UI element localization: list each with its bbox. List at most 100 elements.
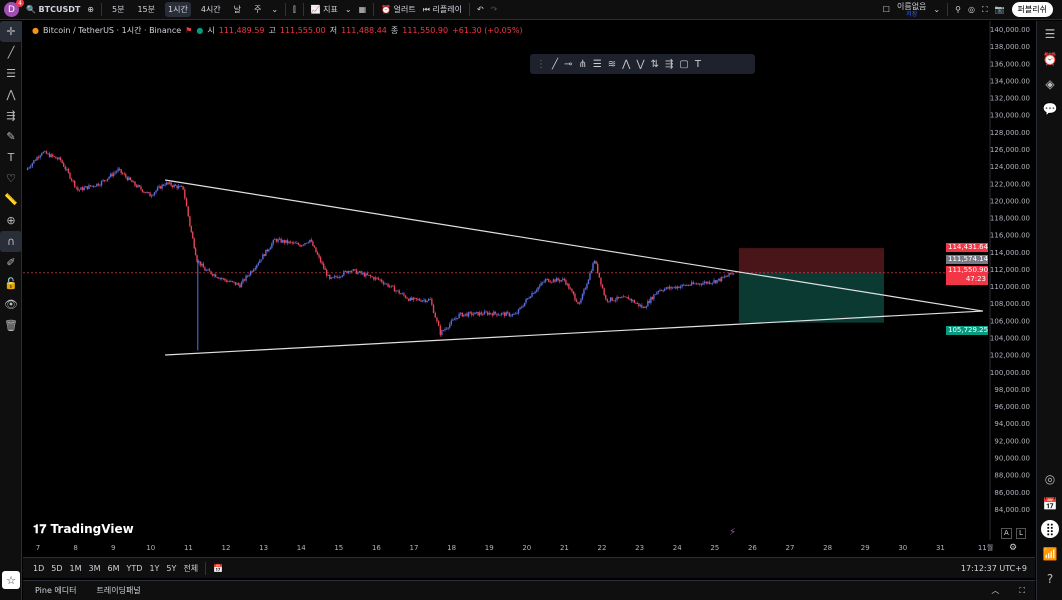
auto-scale-button[interactable]: A [1001, 528, 1012, 539]
camera-icon[interactable]: 📷 [994, 5, 1005, 14]
divider [302, 3, 304, 16]
layout-name[interactable]: 이름없음 저장 [896, 1, 927, 18]
rectangle-icon[interactable]: ▢ [679, 58, 689, 70]
range-all[interactable]: 전체 [183, 563, 199, 573]
interval-day[interactable]: 날 [233, 5, 241, 14]
range-ytd[interactable]: YTD [126, 563, 143, 573]
axis-settings-icon[interactable]: ⚙ [1009, 543, 1018, 553]
help-icon[interactable]: ? [1046, 571, 1054, 586]
interval-15m[interactable]: 15분 [137, 5, 155, 14]
candle [703, 281, 706, 284]
pitchfork-icon[interactable]: ⋔ [578, 58, 587, 70]
drag-handle-icon[interactable]: ⋮ [536, 58, 546, 70]
redo-icon[interactable]: ↷ [490, 5, 498, 14]
layout-icon[interactable]: ☐ [882, 5, 890, 14]
quick-search-icon[interactable]: ⚲ [955, 5, 961, 14]
candle [586, 284, 588, 289]
apps-grid-icon[interactable]: ⣿ [1037, 516, 1062, 541]
symbol-title[interactable]: Bitcoin / TetherUS · 1시간 · Binance [42, 26, 182, 35]
magnet-icon[interactable]: ∩ [0, 231, 22, 252]
trendline-icon[interactable]: ╱ [552, 58, 559, 70]
range-5y[interactable]: 5Y [166, 563, 177, 573]
range-1m[interactable]: 1M [69, 563, 82, 573]
alerts-button[interactable]: ⏰ 얼러트 [381, 5, 416, 14]
candle [69, 172, 71, 179]
crosshair-icon[interactable]: ✛ [0, 21, 22, 42]
tab-trading-panel[interactable]: 트레이딩패널 [96, 586, 141, 595]
gann-icon[interactable]: ≋ [607, 58, 617, 70]
log-scale-button[interactable]: L [1016, 528, 1026, 539]
candle [340, 276, 342, 278]
indicators-button[interactable]: 📈 지표 [310, 5, 338, 14]
object-tree-icon[interactable]: ◈ [1045, 76, 1055, 91]
maximize-panel-icon[interactable]: ⛶ [1019, 585, 1025, 595]
chat-icon[interactable]: 💬 [1042, 101, 1058, 116]
flag-icon[interactable]: ⚑ [185, 26, 193, 35]
fib-icon[interactable]: ☰ [592, 58, 602, 70]
elliott-icon[interactable]: ⋁ [636, 58, 645, 70]
interval-5m[interactable]: 5분 [112, 5, 125, 14]
lock-icon[interactable]: 🔓 [4, 277, 18, 290]
interval-4h[interactable]: 4시간 [200, 5, 221, 14]
forecast-icon[interactable]: ⇶ [664, 58, 674, 70]
projection-icon[interactable]: ⇶ [6, 109, 16, 122]
lightning-icon[interactable]: ⚡ [729, 527, 737, 538]
candle [78, 189, 81, 191]
range-1y[interactable]: 1Y [149, 563, 160, 573]
trash-icon[interactable]: 🗑 [4, 319, 18, 332]
tab-pine-editor[interactable]: Pine 에디터 [35, 586, 77, 595]
settings-icon[interactable]: ◎ [967, 5, 975, 14]
range-6m[interactable]: 6M [107, 563, 120, 573]
favorites-icon[interactable]: ☆ [2, 571, 20, 589]
chevron-down-icon[interactable]: ⌄ [933, 5, 941, 14]
candle [500, 313, 503, 315]
interval-1h[interactable]: 1시간 [165, 2, 191, 17]
eye-icon[interactable]: 👁 [4, 298, 18, 311]
range-1d[interactable]: 1D [33, 563, 45, 573]
text-icon[interactable]: T [694, 58, 701, 70]
clock[interactable]: 17:12:37 UTC+9 [960, 563, 1027, 573]
candle [575, 299, 578, 302]
calendar-icon[interactable]: 📅 [1042, 496, 1058, 511]
undo-icon[interactable]: ↶ [476, 5, 484, 14]
signal-icon[interactable]: 📶 [1042, 546, 1058, 561]
replay-button[interactable]: ⏮ 리플레이 [422, 5, 462, 14]
collapse-panel-icon[interactable]: ︿ [991, 586, 1000, 595]
candle [352, 269, 354, 271]
publish-button[interactable]: 퍼블리쉬 [1011, 2, 1053, 17]
ray-icon[interactable]: ⊸ [564, 58, 573, 70]
lock-drawing-icon[interactable]: ✐ [6, 256, 16, 269]
chart-canvas[interactable]: 140,000.00 138,000.00 136,000.00 134,000.00… [23, 21, 1035, 556]
chevron-down-icon[interactable]: ⌄ [271, 5, 279, 14]
symbol-search[interactable]: 🔍 BTCUSDT [26, 5, 81, 14]
goto-date-icon[interactable]: 📅 [213, 563, 224, 573]
trendline-icon[interactable]: ╱ [7, 46, 15, 59]
chevron-down-icon[interactable]: ⌄ [344, 5, 352, 14]
templates-icon[interactable]: ▦ [358, 5, 367, 14]
candle-type-icon[interactable]: ⫿ [293, 4, 296, 14]
ruler-icon[interactable]: 📏 [4, 193, 18, 206]
candle [692, 282, 695, 284]
interval-week[interactable]: 주 [254, 5, 262, 14]
add-symbol-icon[interactable]: ⊕ [87, 5, 94, 14]
candle [662, 290, 664, 292]
heart-icon[interactable]: ♡ [6, 172, 16, 185]
fib-icon[interactable]: ☰ [6, 67, 16, 80]
candle [94, 186, 96, 188]
range-3m[interactable]: 3M [88, 563, 101, 573]
candle [659, 290, 661, 291]
pattern-icon[interactable]: ⋀ [6, 88, 16, 101]
text-icon[interactable]: T [7, 151, 15, 164]
fullscreen-icon[interactable]: ⛶ [981, 4, 988, 14]
long-position-icon[interactable]: ⇅ [650, 58, 659, 70]
pattern-icon[interactable]: ⋀ [622, 58, 631, 70]
ideas-icon[interactable]: ◎ [1044, 471, 1056, 486]
zoom-icon[interactable]: ⊕ [6, 214, 16, 227]
candle [499, 314, 501, 316]
watchlist-icon[interactable]: ☰ [1044, 26, 1056, 41]
candle [522, 306, 524, 308]
range-5d[interactable]: 5D [51, 563, 63, 573]
alerts-icon[interactable]: ⏰ [1042, 51, 1058, 66]
brush-icon[interactable]: ✎ [6, 130, 16, 143]
